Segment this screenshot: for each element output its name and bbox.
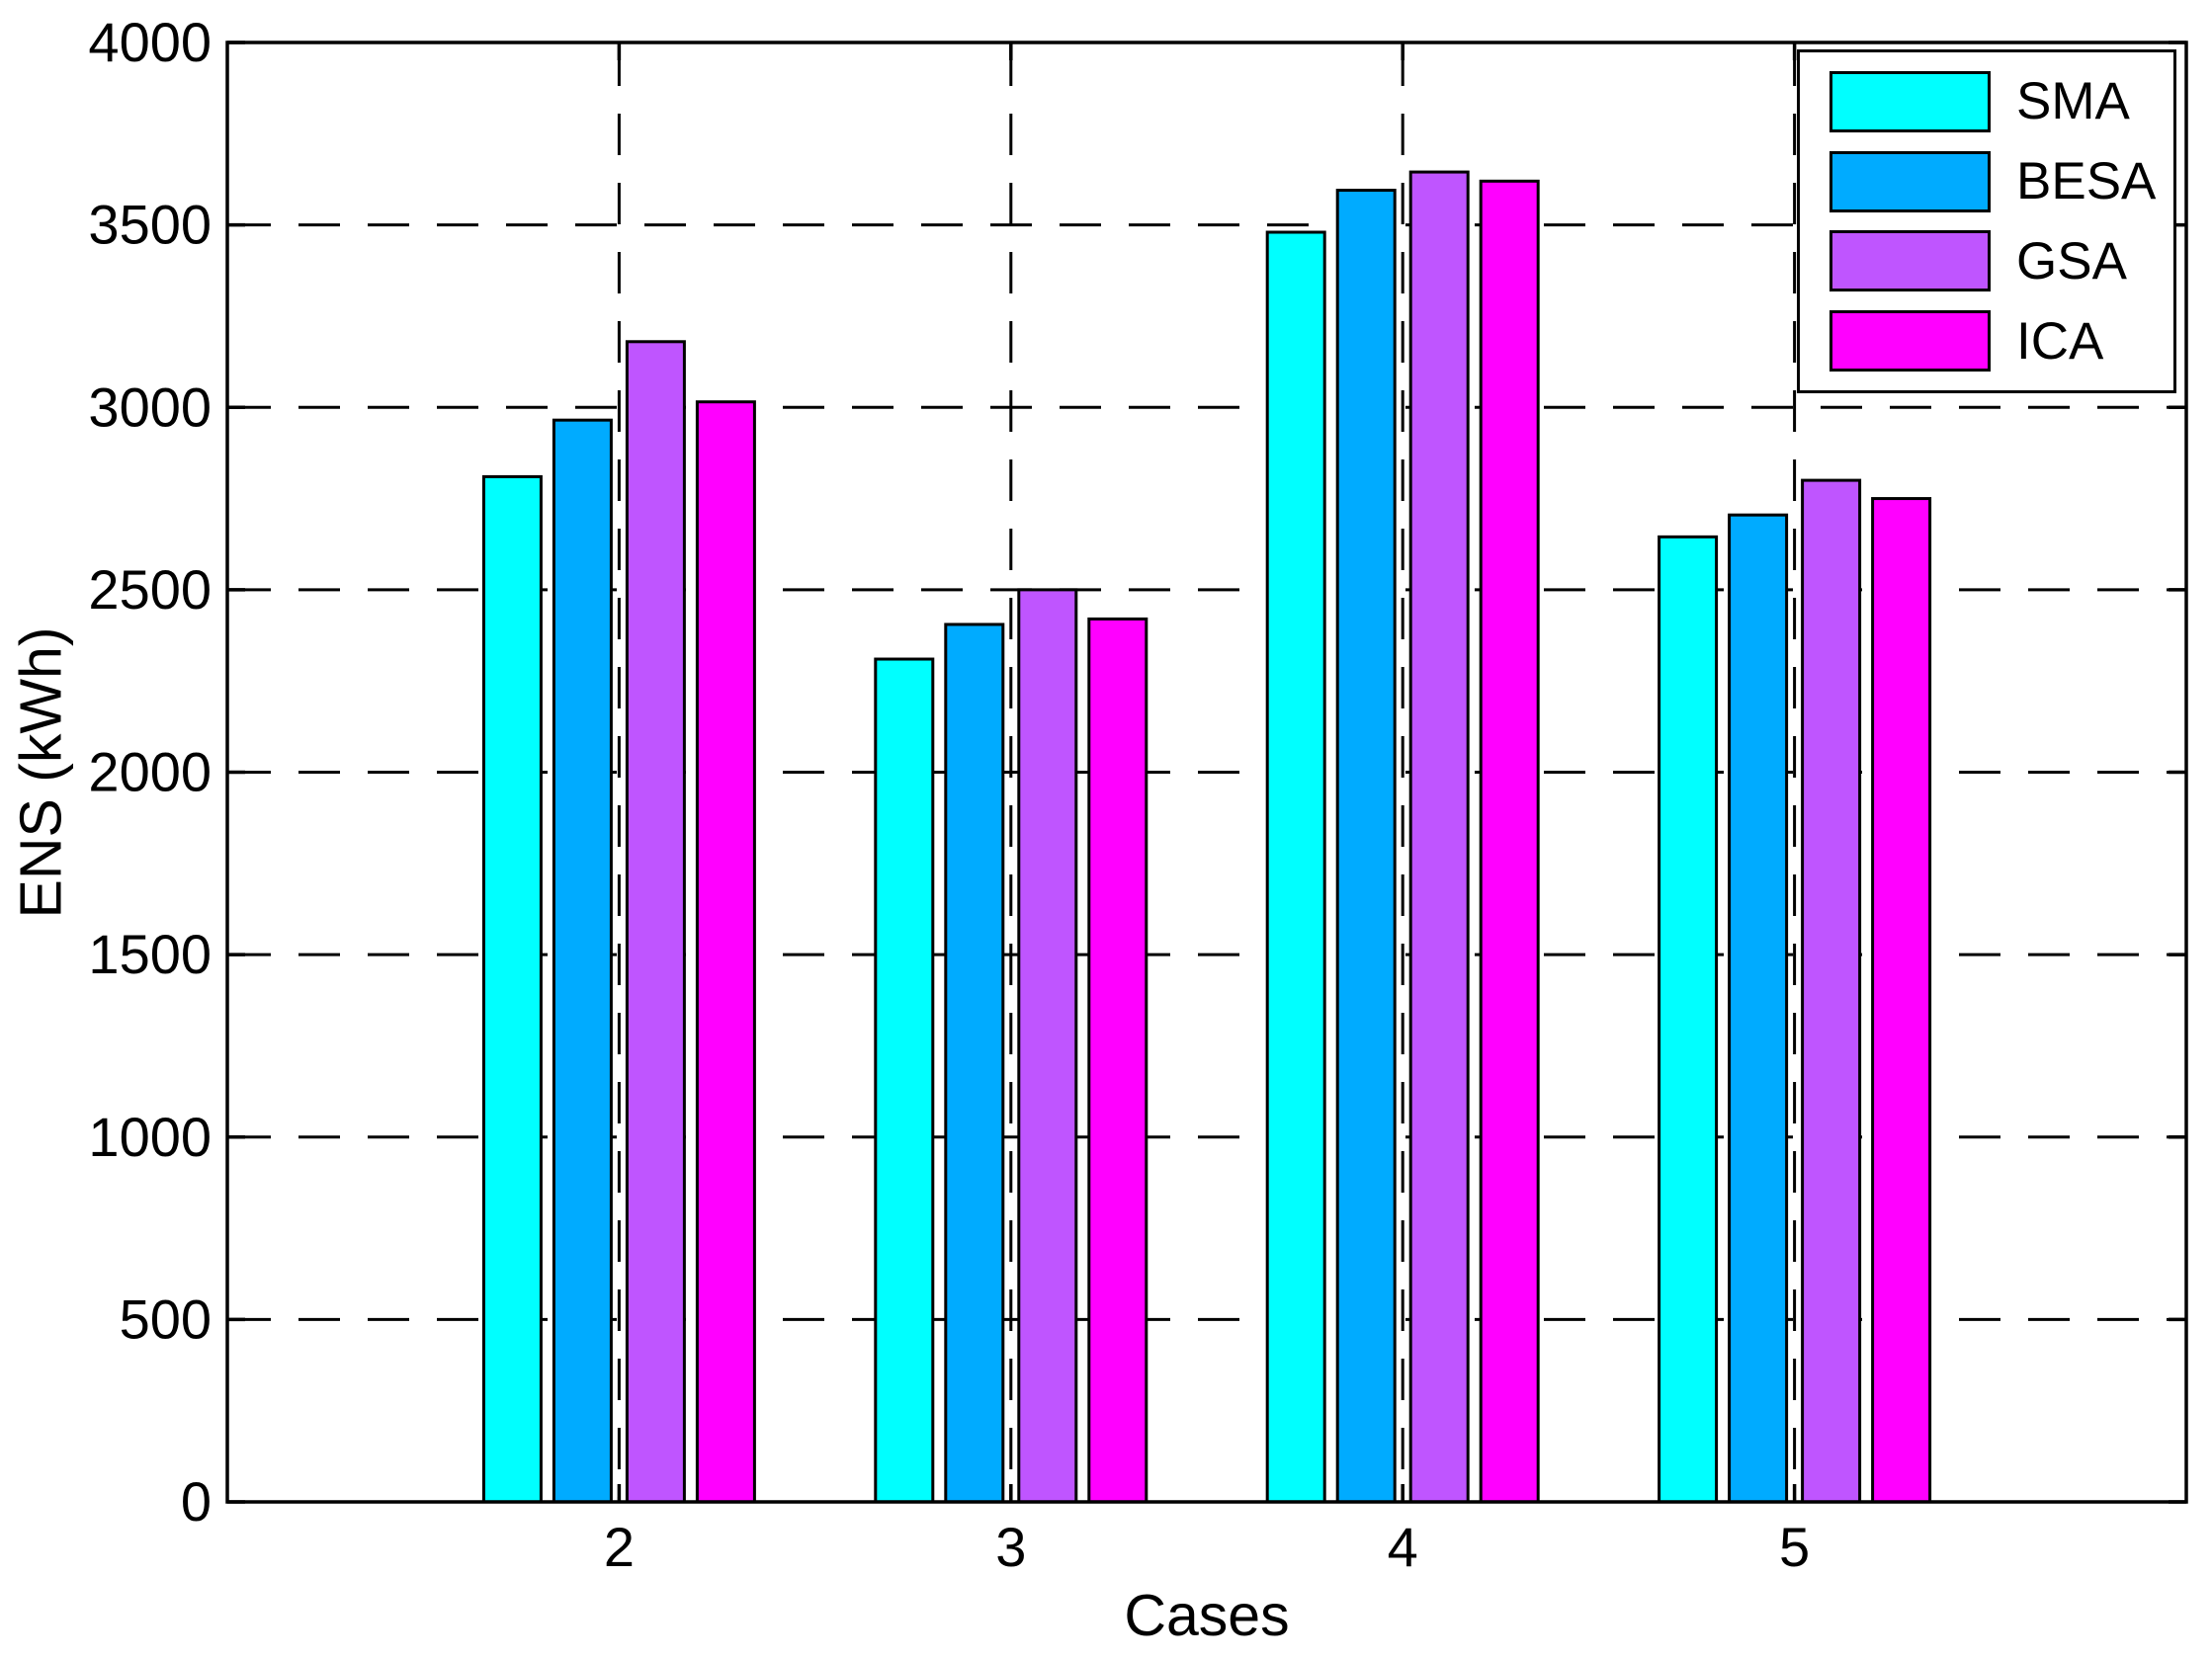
bar-GSA-case-2 bbox=[625, 340, 686, 1504]
legend-item: BESA bbox=[1829, 150, 2173, 212]
bar-GSA-case-4 bbox=[1408, 170, 1470, 1504]
y-tick-label: 2500 bbox=[88, 558, 212, 621]
legend-label: ICA bbox=[2016, 311, 2104, 371]
bar-BESA-case-4 bbox=[1335, 189, 1397, 1504]
y-tick-label: 500 bbox=[120, 1287, 212, 1350]
bar-BESA-case-5 bbox=[1728, 513, 1789, 1504]
bar-ICA-case-5 bbox=[1871, 497, 1932, 1504]
bar-BESA-case-3 bbox=[944, 622, 1005, 1504]
bar-GSA-case-5 bbox=[1801, 478, 1862, 1504]
legend-item: ICA bbox=[1829, 310, 2173, 373]
bar-BESA-case-2 bbox=[552, 418, 613, 1504]
x-axis-title: Cases bbox=[1124, 1583, 1290, 1648]
x-tick-label: 3 bbox=[995, 1516, 1026, 1578]
bar-ICA-case-4 bbox=[1479, 179, 1540, 1504]
y-tick-label: 1500 bbox=[88, 923, 212, 985]
y-tick-label: 0 bbox=[181, 1470, 212, 1533]
y-tick-label: 4000 bbox=[88, 11, 212, 73]
y-tick-label: 1000 bbox=[88, 1106, 212, 1168]
legend: SMA BESA GSA ICA bbox=[1797, 49, 2176, 393]
legend-item: GSA bbox=[1829, 230, 2173, 292]
legend-label: BESA bbox=[2016, 152, 2157, 211]
x-tick-label: 2 bbox=[604, 1516, 635, 1578]
legend-swatch-GSA bbox=[1829, 230, 1991, 292]
y-tick-label: 3500 bbox=[88, 194, 212, 256]
bar-ICA-case-2 bbox=[695, 400, 756, 1504]
bar-SMA-case-4 bbox=[1265, 230, 1326, 1504]
legend-swatch-SMA bbox=[1829, 70, 1991, 132]
x-tick-label: 4 bbox=[1388, 1516, 1418, 1578]
legend-swatch-BESA bbox=[1829, 150, 1991, 212]
bar-SMA-case-2 bbox=[481, 474, 543, 1504]
x-tick-label: 5 bbox=[1779, 1516, 1810, 1578]
legend-item: SMA bbox=[1829, 70, 2173, 132]
legend-swatch-ICA bbox=[1829, 310, 1991, 373]
y-tick-label: 3000 bbox=[88, 375, 212, 438]
legend-label: GSA bbox=[2016, 231, 2127, 290]
legend-label: SMA bbox=[2016, 72, 2130, 131]
bar-ICA-case-3 bbox=[1087, 617, 1149, 1504]
bar-SMA-case-5 bbox=[1658, 535, 1719, 1504]
y-tick-label: 2000 bbox=[88, 741, 212, 803]
bar-GSA-case-3 bbox=[1017, 588, 1078, 1504]
bar-SMA-case-3 bbox=[874, 657, 935, 1504]
y-axis-title: ENS (kWh) bbox=[8, 626, 74, 919]
